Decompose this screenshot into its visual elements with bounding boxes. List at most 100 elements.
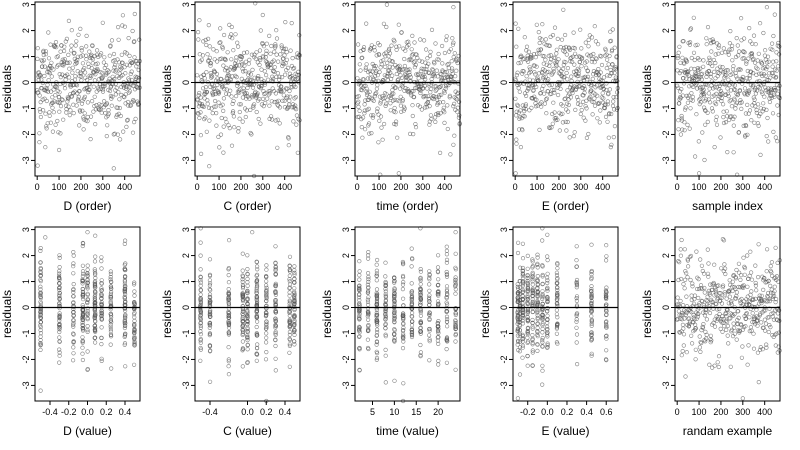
residual-point (764, 269, 769, 274)
residual-point (580, 75, 585, 80)
residual-point (755, 275, 761, 280)
residual-point (402, 63, 408, 69)
residual-point (436, 51, 441, 57)
residual-point (425, 86, 430, 91)
residual-point (84, 57, 89, 62)
residual-point (270, 86, 275, 91)
residual-point (220, 46, 225, 51)
residual-point (552, 25, 558, 30)
residual-point (611, 135, 616, 140)
residual-point (551, 87, 557, 93)
residual-point (568, 82, 574, 88)
residual-point (234, 55, 239, 60)
points (675, 5, 782, 177)
residual-point (678, 132, 684, 137)
residual-point (422, 83, 427, 88)
residual-point (401, 104, 407, 109)
residual-point (198, 267, 203, 272)
residual-point (520, 355, 525, 360)
residual-point (83, 75, 88, 80)
residual-point (581, 84, 587, 89)
residual-point (92, 78, 97, 83)
residual-point (610, 27, 615, 32)
residual-point (371, 113, 376, 118)
residual-point (608, 29, 613, 34)
y-tick-label: 1 (181, 54, 191, 59)
residual-point (125, 117, 130, 122)
residual-point (696, 171, 702, 176)
residual-point (595, 42, 601, 47)
x-tick-label: -0.4 (202, 407, 218, 417)
residual-point (691, 301, 697, 306)
x-tick-label: 300 (735, 182, 750, 192)
residual-point (444, 252, 450, 257)
residual-point (731, 321, 736, 326)
residual-point (268, 51, 273, 56)
residual-point (68, 48, 74, 53)
residual-point (215, 89, 221, 94)
residual-point (758, 152, 763, 157)
residual-point (231, 98, 236, 104)
residual-point (407, 72, 412, 78)
residual-point (540, 326, 545, 332)
residual-point (753, 42, 758, 47)
x-tick-label: 0 (675, 182, 680, 192)
plot-frame (34, 1, 141, 177)
residual-point (102, 81, 107, 86)
residual-point (205, 52, 210, 57)
residual-point (726, 77, 731, 82)
residual-point (591, 51, 596, 57)
points (357, 226, 459, 404)
residual-point (288, 75, 293, 80)
residual-point (383, 50, 388, 55)
residual-point (455, 109, 460, 114)
residual-point (385, 60, 390, 66)
residual-point (360, 55, 365, 60)
residual-point (50, 95, 55, 100)
residual-point (555, 117, 560, 122)
residual-point (535, 51, 540, 56)
residual-point (681, 343, 686, 348)
residual-point (451, 142, 456, 147)
residual-point (372, 48, 377, 53)
y-tick-label: -2 (181, 355, 191, 363)
residual-point (689, 341, 695, 346)
residual-point (434, 68, 439, 73)
residual-point (267, 89, 272, 94)
residual-point (97, 102, 102, 107)
residual-point (378, 114, 384, 119)
residual-point (248, 107, 253, 112)
residual-point (578, 27, 583, 32)
residual-point (381, 58, 386, 63)
residual-point (604, 348, 609, 353)
residual-point (730, 58, 735, 63)
residual-point (527, 108, 532, 113)
residual-point (686, 93, 692, 98)
residual-point (456, 53, 461, 59)
y-tick-label: -2 (181, 130, 191, 138)
residual-point (132, 55, 137, 60)
residual-point (712, 324, 718, 329)
residual-point (110, 94, 115, 99)
residual-point (454, 68, 459, 73)
residual-point (587, 33, 592, 38)
residual-point (546, 77, 551, 82)
residual-point (769, 41, 775, 46)
residual-point (614, 90, 620, 95)
residual-point (728, 364, 733, 369)
residual-point (724, 72, 729, 78)
residual-point (540, 22, 545, 27)
residual-point (77, 123, 82, 128)
residual-point (276, 59, 281, 64)
residual-point (543, 97, 549, 102)
residual-point (378, 99, 383, 104)
residual-point (427, 358, 432, 363)
residual-point (429, 86, 434, 92)
residual-point (275, 102, 280, 107)
residual-point (687, 254, 693, 260)
residual-point (248, 72, 254, 77)
residual-point (123, 364, 128, 369)
residual-point (680, 303, 686, 308)
residual-point (225, 50, 230, 55)
residual-point (584, 98, 589, 103)
